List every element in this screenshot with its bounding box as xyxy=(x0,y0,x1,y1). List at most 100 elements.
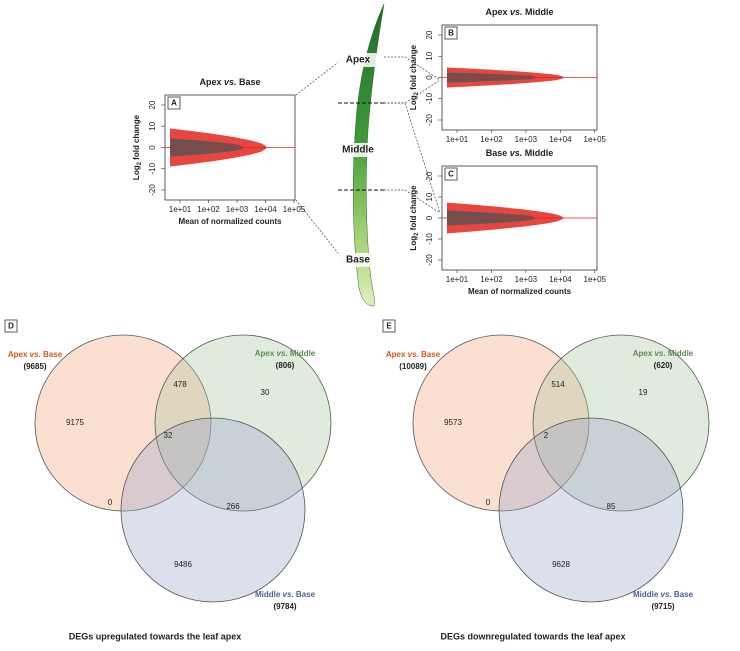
x-tick-label: 1e+01 xyxy=(446,135,469,144)
panel-label: D xyxy=(8,322,14,331)
venn-count: 19 xyxy=(639,388,648,397)
leaf-label: Base xyxy=(346,255,370,266)
venn-count: 32 xyxy=(164,431,173,440)
name-part: Middle xyxy=(668,349,694,358)
venn-count: 9486 xyxy=(174,560,192,569)
x-tick-label: 1e+03 xyxy=(515,275,538,284)
x-tick-label: 1e+01 xyxy=(169,205,192,214)
connector xyxy=(295,56,346,96)
name-part: Base xyxy=(674,590,694,599)
name-part: Middle xyxy=(255,590,281,599)
venn-count: 30 xyxy=(261,388,270,397)
venn-count: 0 xyxy=(486,498,491,507)
y-label-sub: 2 xyxy=(414,91,420,95)
venn-count: 266 xyxy=(226,502,240,511)
x-axis-label: Mean of normalized counts xyxy=(468,287,572,296)
x-tick-label: 1e+05 xyxy=(283,205,306,214)
connector xyxy=(404,102,441,214)
plot-title: Apex vs. Base xyxy=(199,77,260,87)
x-tick-label: 1e+02 xyxy=(197,205,220,214)
y-axis-label: Log2 fold change xyxy=(409,44,419,110)
venn-count: 85 xyxy=(607,502,616,511)
y-axis-label: Log2 fold change xyxy=(132,114,142,180)
leaf xyxy=(352,3,385,307)
set-name: Middle vs. Base xyxy=(633,590,694,599)
name-vs: vs. xyxy=(283,590,294,599)
name-part: Base xyxy=(239,77,261,87)
panel-label-box xyxy=(167,96,181,110)
y-label-sub: 2 xyxy=(414,232,420,236)
venn-count: 514 xyxy=(551,380,565,389)
y-tick-label: 20 xyxy=(425,30,434,39)
set-name: Apex vs. Base xyxy=(8,350,63,359)
y-tick-label: -10 xyxy=(425,92,434,104)
panel-label-box xyxy=(444,167,458,181)
venn-set xyxy=(120,417,306,603)
name-part: Apex xyxy=(8,350,28,359)
name-vs: vs. xyxy=(510,7,523,17)
y-tick-label: 0 xyxy=(148,145,157,150)
y-tick-label: 20 xyxy=(148,100,157,109)
leaf-label-bg xyxy=(338,253,378,267)
y-tick-label: 10 xyxy=(148,121,157,130)
x-tick-label: 1e+02 xyxy=(480,135,503,144)
leaf-label-bg xyxy=(338,53,378,67)
plot-title: Apex vs. Middle xyxy=(485,7,553,17)
x-tick-label: 1e+02 xyxy=(480,275,503,284)
y-label-part: Log xyxy=(132,165,141,180)
leaf-label: Middle xyxy=(342,145,374,156)
panel-label: E xyxy=(386,322,392,331)
name-part: Base xyxy=(486,148,508,158)
y-label-part: fold change xyxy=(132,114,141,162)
venn-count: 9573 xyxy=(444,418,462,427)
set-count: (9685) xyxy=(23,362,46,371)
name-vs: vs. xyxy=(30,350,41,359)
x-tick-label: 1e+03 xyxy=(515,135,538,144)
panel-label: C xyxy=(448,170,454,179)
y-tick-label: 10 xyxy=(425,192,434,201)
x-tick-label: 1e+05 xyxy=(584,135,607,144)
leaf-label: Apex xyxy=(346,55,371,66)
x-tick-label: 1e+01 xyxy=(446,275,469,284)
set-count: (806) xyxy=(276,361,295,370)
y-tick-label: 0 xyxy=(425,75,434,80)
name-part: Middle xyxy=(525,7,554,17)
name-part: Apex xyxy=(485,7,507,17)
connector xyxy=(295,199,346,263)
venn-count: 2 xyxy=(544,431,549,440)
panel-label: B xyxy=(448,29,454,38)
y-tick-label: -10 xyxy=(148,162,157,174)
name-part: Middle xyxy=(525,148,554,158)
set-count: (9784) xyxy=(273,602,296,611)
y-axis-label: Log2 fold change xyxy=(409,185,419,251)
name-part: Base xyxy=(296,590,316,599)
x-tick-label: 1e+04 xyxy=(254,205,277,214)
x-tick-label: 1e+03 xyxy=(226,205,249,214)
panel-label-box xyxy=(444,26,458,40)
name-part: Base xyxy=(421,350,441,359)
y-tick-label: 20 xyxy=(425,171,434,180)
x-tick-label: 1e+04 xyxy=(549,275,572,284)
y-tick-label: 0 xyxy=(425,215,434,220)
name-vs: vs. xyxy=(277,349,288,358)
name-vs: vs. xyxy=(224,77,237,87)
x-tick-label: 1e+05 xyxy=(584,275,607,284)
set-count: (620) xyxy=(654,361,673,370)
venn-count: 478 xyxy=(173,380,187,389)
panel-label: A xyxy=(171,99,177,108)
y-tick-label: 10 xyxy=(425,51,434,60)
name-vs: vs. xyxy=(655,349,666,358)
set-count: (9715) xyxy=(651,602,674,611)
y-label-part: fold change xyxy=(409,185,418,233)
y-label-part: Log xyxy=(409,236,418,251)
venn-set xyxy=(498,417,684,603)
x-axis-label: Mean of normalized counts xyxy=(178,217,282,226)
y-label-part: Log xyxy=(409,95,418,110)
panel-label-box xyxy=(382,319,396,333)
set-count: (10089) xyxy=(399,362,427,371)
y-tick-label: -20 xyxy=(425,114,434,126)
plot-title: Base vs. Middle xyxy=(486,148,554,158)
name-vs: vs. xyxy=(661,590,672,599)
caption: DEGs upregulated towards the leaf apex xyxy=(69,631,242,641)
